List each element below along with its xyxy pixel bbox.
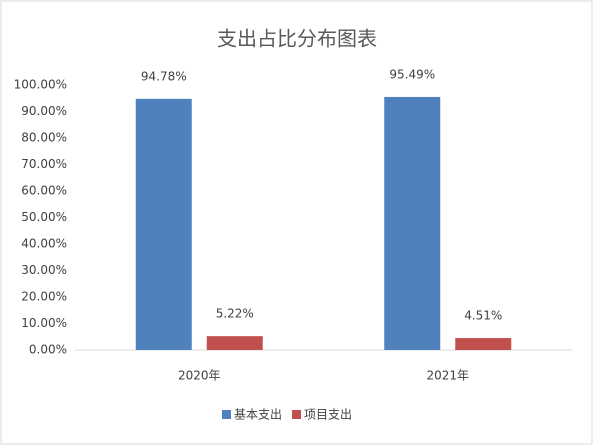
bar <box>135 98 192 350</box>
chart-title: 支出占比分布图表 <box>217 27 377 51</box>
bar <box>206 336 263 350</box>
y-tick-label: 50.00% <box>21 210 67 224</box>
x-tick-label: 2021年 <box>426 369 469 383</box>
y-tick-label: 70.00% <box>21 157 67 171</box>
y-tick-label: 10.00% <box>21 316 67 330</box>
y-tick-label: 80.00% <box>21 131 67 145</box>
x-tick-label: 2020年 <box>178 369 221 383</box>
data-label: 95.49% <box>389 67 435 81</box>
data-label: 4.51% <box>464 309 502 323</box>
data-label: 94.78% <box>141 69 187 83</box>
data-label: 5.22% <box>216 307 254 321</box>
legend-label: 项目支出 <box>304 408 352 422</box>
y-tick-label: 90.00% <box>21 104 67 118</box>
y-tick-label: 100.00% <box>14 78 67 92</box>
legend-swatch <box>292 410 302 419</box>
y-tick-label: 0.00% <box>29 343 67 357</box>
y-tick-label: 30.00% <box>21 263 67 277</box>
bar <box>384 96 441 350</box>
y-tick-label: 40.00% <box>21 237 67 251</box>
legend-label: 基本支出 <box>234 408 282 422</box>
y-tick-label: 60.00% <box>21 184 67 198</box>
y-tick-label: 20.00% <box>21 290 67 304</box>
bar <box>455 338 512 350</box>
legend-swatch <box>222 410 231 419</box>
